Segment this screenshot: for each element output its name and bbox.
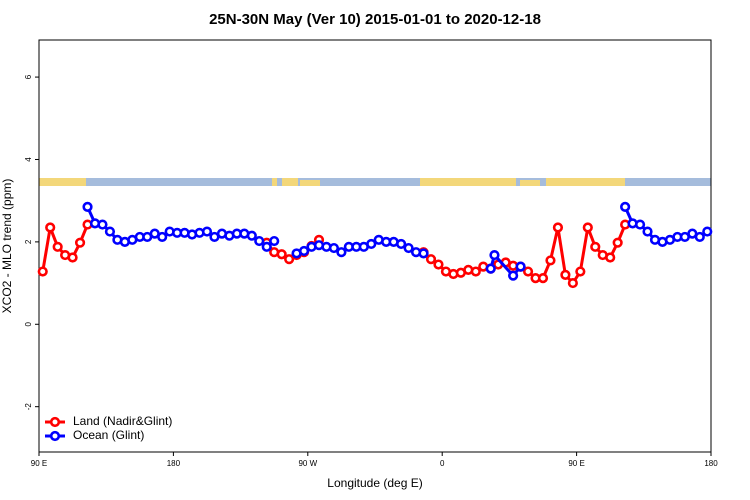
point <box>82 201 93 212</box>
point <box>634 219 646 230</box>
point <box>642 226 653 237</box>
point <box>590 241 601 252</box>
point <box>45 222 56 233</box>
point <box>366 238 377 250</box>
point <box>425 254 437 265</box>
point <box>575 266 586 277</box>
point <box>328 242 340 254</box>
point <box>620 201 631 212</box>
point <box>157 231 168 243</box>
point <box>418 248 429 259</box>
point <box>97 219 108 230</box>
y-tick-label: -2 <box>24 403 33 411</box>
point <box>560 269 571 280</box>
y-tick-label: 0 <box>24 322 33 327</box>
y-tick-label: 2 <box>24 239 33 244</box>
legend-marker <box>49 430 61 442</box>
point <box>485 263 496 274</box>
y-axis-label: XCO2 - MLO trend (ppm) <box>0 179 14 314</box>
legend-label: Ocean (Glint) <box>73 428 144 442</box>
y-tick-label: 4 <box>24 157 33 162</box>
point <box>470 266 481 277</box>
x-tick-label: 90 W <box>298 459 317 468</box>
point <box>104 226 116 237</box>
point <box>545 255 556 266</box>
point <box>433 259 444 270</box>
x-tick-label: 90 E <box>31 459 47 468</box>
land-mask-strip <box>39 178 711 186</box>
point <box>522 266 534 277</box>
point <box>67 252 78 263</box>
point <box>298 245 310 257</box>
point <box>508 270 519 281</box>
point <box>276 249 287 260</box>
x-tick-label: 90 E <box>568 459 584 468</box>
legend-label: Land (Nadir&Glint) <box>73 414 172 428</box>
point <box>612 237 623 248</box>
point <box>336 247 347 258</box>
point <box>52 241 63 252</box>
point <box>246 230 257 241</box>
point <box>37 266 48 277</box>
x-tick-label: 0 <box>440 459 445 468</box>
point <box>552 222 564 233</box>
y-tick-label: 6 <box>24 74 33 79</box>
point <box>201 226 213 237</box>
point <box>567 277 578 289</box>
point <box>396 238 407 250</box>
point <box>582 222 593 233</box>
x-axis-label: Longitude (deg E) <box>327 476 422 490</box>
point <box>537 273 549 284</box>
plot-frame <box>38 39 712 453</box>
point <box>694 231 705 243</box>
point <box>284 254 295 265</box>
point <box>261 241 272 252</box>
point <box>254 235 265 247</box>
point <box>702 226 713 237</box>
x-tick-label: 180 <box>704 459 718 468</box>
point <box>403 242 414 254</box>
point <box>74 237 86 248</box>
x-tick-label: 180 <box>167 459 181 468</box>
point <box>515 261 526 272</box>
legend-marker <box>49 416 61 428</box>
point <box>605 252 616 263</box>
chart-title: 25N-30N May (Ver 10) 2015-01-01 to 2020-… <box>209 11 541 28</box>
point <box>489 249 500 261</box>
point <box>269 235 280 247</box>
